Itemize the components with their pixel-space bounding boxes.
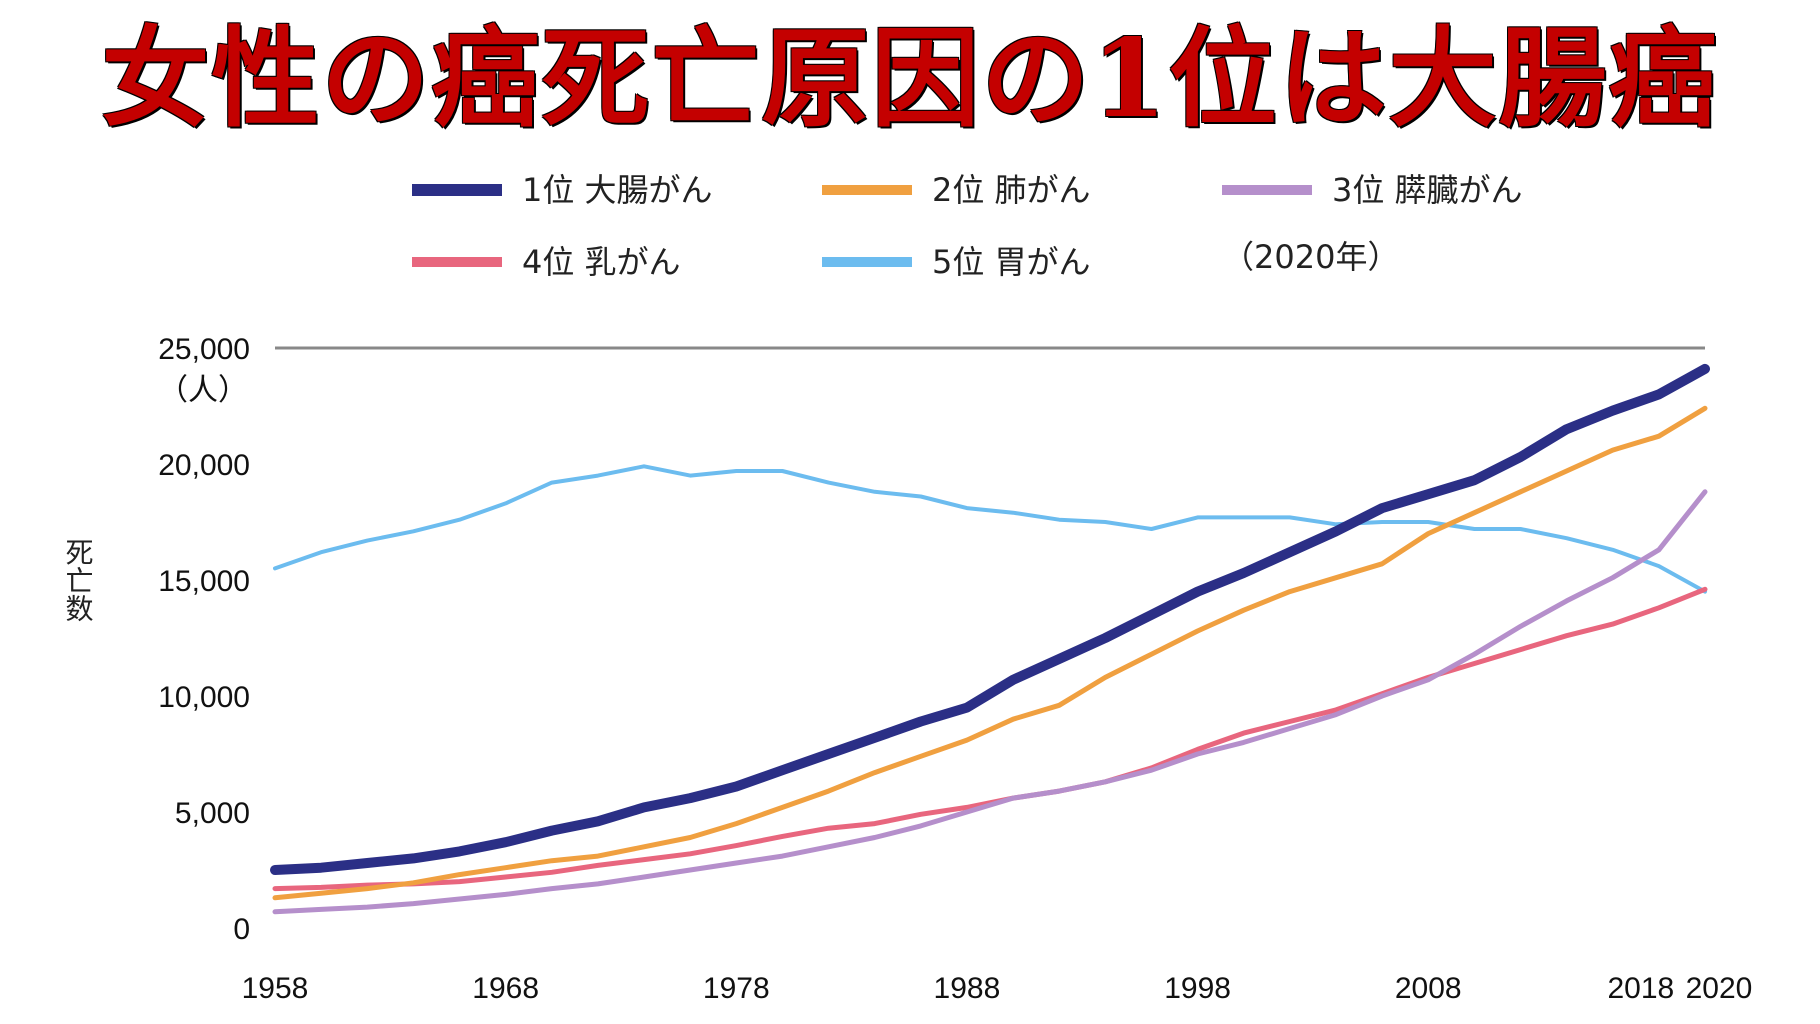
y-axis: 0 5,000 10,000 15,000 20,000 25,000 bbox=[158, 333, 250, 946]
legend-note: （2020年） bbox=[1222, 238, 1399, 276]
x-tick-label: 1978 bbox=[703, 972, 770, 1005]
series-layer bbox=[270, 363, 1710, 915]
y-axis-label: 死亡数 bbox=[62, 538, 95, 622]
legend: 1位 大腸がん 2位 肺がん 3位 膵臓がん 4位 乳がん 5位 胃がん bbox=[412, 171, 1523, 281]
chart-title: 女性の癌死亡原因の1位は大腸癌 bbox=[101, 16, 1719, 142]
x-tick-label: 2020 bbox=[1686, 972, 1753, 1005]
y-tick-label: 0 bbox=[233, 913, 250, 946]
legend-label-4: 4位 乳がん bbox=[522, 243, 681, 281]
legend-label-1: 1位 大腸がん bbox=[522, 171, 713, 209]
y-tick-label: 10,000 bbox=[158, 681, 250, 714]
y-tick-label: 20,000 bbox=[158, 449, 250, 482]
y-tick-label: 25,000 bbox=[158, 333, 250, 366]
x-tick-label: 1998 bbox=[1164, 972, 1231, 1005]
y-tick-label: 15,000 bbox=[158, 565, 250, 598]
series-line-1 bbox=[270, 363, 1710, 875]
y-tick-label: 5,000 bbox=[175, 797, 250, 830]
series-line-3 bbox=[272, 489, 1708, 915]
series-line-2 bbox=[272, 405, 1708, 901]
x-tick-label: 2008 bbox=[1395, 972, 1462, 1005]
x-tick-label: 2018 bbox=[1607, 972, 1674, 1005]
legend-label-3: 3位 膵臓がん bbox=[1332, 171, 1523, 209]
legend-label-5: 5位 胃がん bbox=[932, 243, 1091, 281]
x-tick-label: 1988 bbox=[934, 972, 1001, 1005]
x-tick-label: 1968 bbox=[472, 972, 539, 1005]
series-line-5 bbox=[273, 464, 1707, 594]
x-axis: 1958 1968 1978 1988 1998 2008 2018 2020 bbox=[242, 972, 1753, 1005]
x-tick-label: 1958 bbox=[242, 972, 309, 1005]
y-axis-unit: （人） bbox=[158, 374, 248, 407]
legend-label-2: 2位 肺がん bbox=[932, 171, 1091, 209]
